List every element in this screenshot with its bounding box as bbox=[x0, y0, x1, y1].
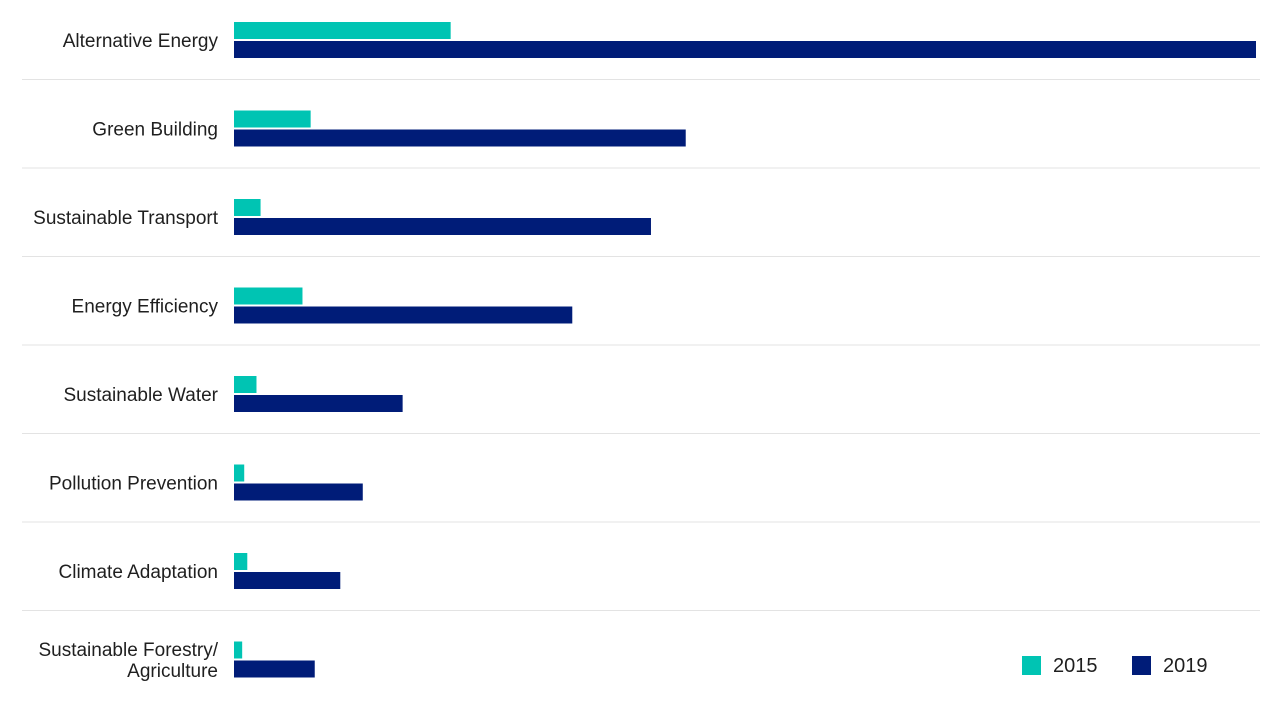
category-label: Energy Efficiency bbox=[72, 297, 219, 318]
bar-2015 bbox=[234, 110, 311, 128]
bar-2019 bbox=[234, 41, 1256, 58]
category-label: Agriculture bbox=[127, 661, 218, 682]
bar-2019 bbox=[234, 660, 315, 678]
bar-2019 bbox=[234, 483, 363, 501]
bar-2019 bbox=[234, 218, 651, 235]
category-label: Sustainable Forestry/ bbox=[38, 640, 218, 661]
bar-2015 bbox=[234, 376, 257, 393]
bar-2019 bbox=[234, 129, 686, 147]
bar-2015 bbox=[234, 641, 243, 659]
bar-2019 bbox=[234, 395, 403, 412]
bar-2015 bbox=[234, 287, 303, 305]
category-label: Sustainable Transport bbox=[33, 208, 219, 229]
bar-2019 bbox=[234, 306, 573, 324]
bar-2015 bbox=[234, 553, 248, 570]
bar-2015 bbox=[234, 464, 245, 482]
legend-swatch-2019 bbox=[1132, 656, 1151, 675]
legend-swatch-2015 bbox=[1022, 656, 1041, 675]
category-label: Sustainable Water bbox=[63, 385, 218, 406]
category-label: Pollution Prevention bbox=[49, 474, 218, 495]
legend-label: 2015 bbox=[1053, 655, 1098, 677]
bar-2015 bbox=[234, 22, 451, 39]
legend-label: 2019 bbox=[1163, 655, 1208, 677]
category-label: Green Building bbox=[92, 120, 218, 141]
category-label: Alternative Energy bbox=[63, 31, 219, 52]
category-label: Climate Adaptation bbox=[59, 562, 219, 583]
bar-2019 bbox=[234, 572, 341, 589]
bar-2015 bbox=[234, 199, 261, 216]
